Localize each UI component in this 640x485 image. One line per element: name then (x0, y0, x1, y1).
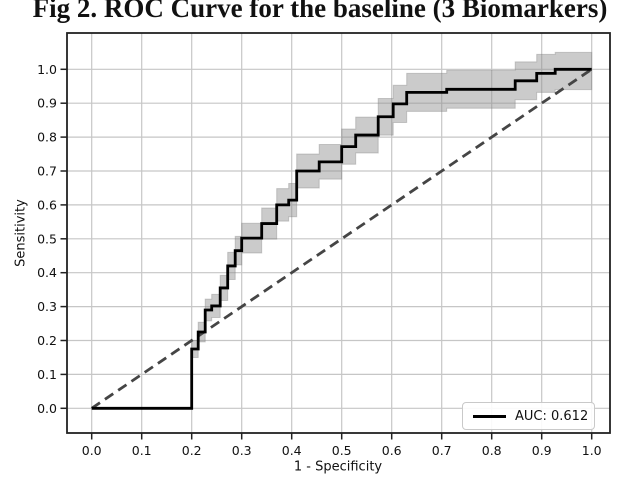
y-tick-label: 0.3 (37, 299, 57, 314)
plot-background (67, 33, 610, 433)
axes-frame (66, 32, 611, 434)
x-tick-label: 0.0 (82, 443, 102, 458)
legend-line-sample-icon (473, 414, 506, 418)
x-tick-label: 1.0 (582, 443, 602, 458)
x-tick-label: 0.8 (482, 443, 502, 458)
x-tick-label: 0.4 (282, 443, 302, 458)
y-tick-label: 0.4 (37, 265, 57, 280)
figure-title: Fig 2. ROC Curve for the baseline (3 Bio… (32, 0, 608, 23)
legend-auc-label: AUC: 0.612 (515, 408, 589, 424)
y-tick-label: 0.7 (37, 164, 57, 179)
y-tick-label: 0.9 (37, 96, 57, 111)
y-tick-label: 0.6 (37, 197, 57, 212)
x-tick-label: 0.1 (132, 443, 152, 458)
y-tick-label: 1.0 (37, 62, 57, 77)
roc-curve-path (91, 67, 592, 410)
chance-diagonal (90, 68, 593, 410)
y-tick-label: 0.5 (37, 231, 57, 246)
x-tick-label: 0.6 (382, 443, 402, 458)
y-axis-label: Sensitivity (13, 199, 29, 267)
x-tick-label: 0.5 (332, 443, 352, 458)
y-tick-label: 0.0 (37, 401, 57, 416)
x-tick-label: 0.9 (532, 443, 552, 458)
plot-area (90, 51, 593, 410)
x-tick-label: 0.2 (182, 443, 202, 458)
x-axis-label: 1 - Specificity (293, 459, 383, 475)
x-tick-label: 0.3 (232, 443, 252, 458)
x-tick-label: 0.7 (432, 443, 452, 458)
y-tick-label: 0.1 (37, 367, 57, 382)
y-tick-label: 0.8 (37, 130, 57, 145)
confidence-band (91, 51, 593, 409)
legend: AUC: 0.612 (462, 402, 595, 430)
y-tick-label: 0.2 (37, 333, 57, 348)
